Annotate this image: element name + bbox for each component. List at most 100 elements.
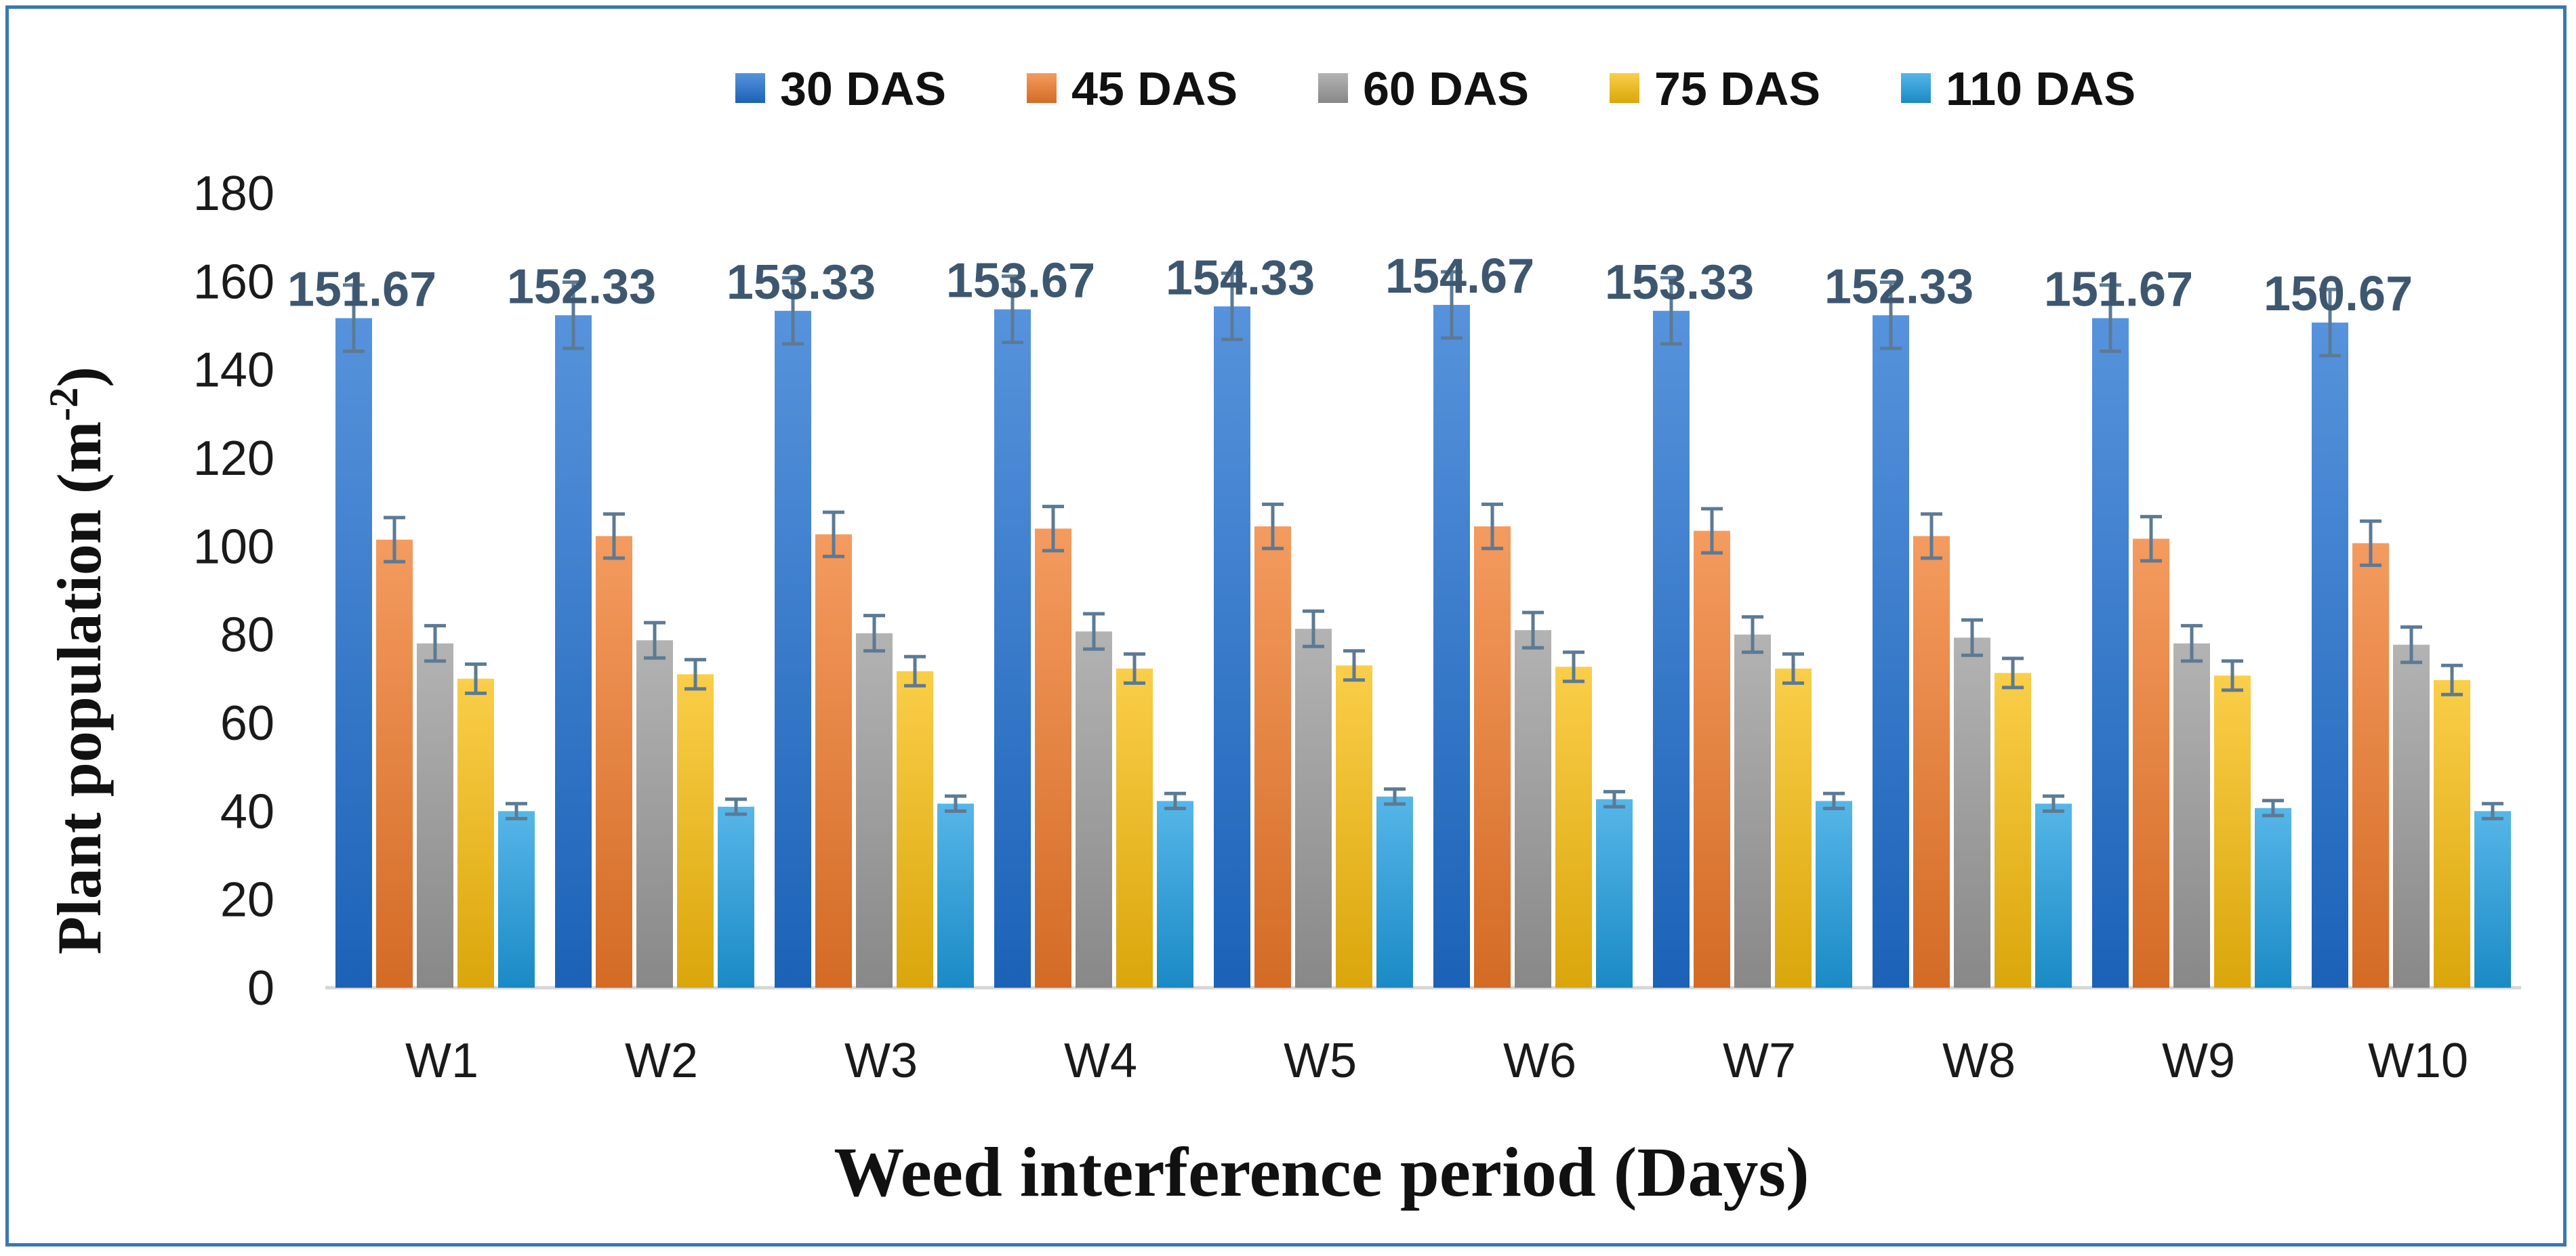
bar-w9-30-das [2092, 318, 2129, 988]
bar-w2-110-das [718, 806, 754, 988]
data-label: 151.67 [2044, 263, 2193, 317]
data-label: 154.33 [1166, 251, 1315, 305]
bar-w4-75-das [1116, 668, 1153, 988]
bar-w9-110-das [2255, 808, 2291, 988]
bar-w6-30-das [1433, 305, 1470, 988]
legend-label: 30 DAS [780, 62, 946, 115]
error-bar [1603, 790, 1625, 809]
error-bar [1441, 270, 1463, 340]
bar-w10-110-das [2474, 811, 2511, 988]
bar-w10-60-das [2393, 644, 2430, 988]
bar-w8-30-das [1873, 315, 1909, 988]
error-bar [1164, 791, 1186, 810]
error-bar [2360, 519, 2381, 567]
bar-w9-60-das [2173, 643, 2210, 988]
y-tick-label: 20 [220, 873, 274, 927]
error-bar [1221, 271, 1243, 341]
data-label: 152.33 [1824, 259, 1974, 314]
y-axis-title-superscript: -2 [41, 388, 86, 421]
y-tick-label: 100 [193, 520, 274, 574]
x-category-label: W8 [1942, 1034, 2016, 1088]
bar-w9-45-das [2133, 539, 2169, 988]
error-bar [603, 512, 625, 560]
y-axis-ticks: 0 20 40 60 80 100 120 140 160 180 [193, 167, 274, 1016]
error-bar [1563, 650, 1585, 684]
data-label: 153.33 [1605, 255, 1754, 310]
error-bar [1961, 618, 1983, 657]
error-bars [343, 270, 2503, 820]
bar-w5-75-das [1336, 665, 1372, 988]
bar-w1-75-das [457, 678, 494, 988]
error-bar [1083, 612, 1105, 651]
error-bar [2482, 801, 2503, 820]
x-category-label: W1 [405, 1034, 478, 1088]
error-bar [684, 658, 706, 691]
bar-w7-45-das [1694, 530, 1730, 988]
bar-w7-30-das [1653, 310, 1690, 988]
bar-w5-60-das [1295, 629, 1332, 988]
data-label: 152.33 [507, 259, 656, 314]
error-bar [2002, 656, 2024, 690]
bar-w10-45-das [2352, 543, 2389, 988]
error-bar [644, 621, 666, 660]
bar-w2-60-das [636, 640, 673, 988]
error-bar [2043, 794, 2064, 813]
bar-w3-60-das [856, 633, 893, 988]
x-axis-title: Weed interference period (Days) [834, 1133, 1809, 1211]
error-bar [1660, 276, 1682, 346]
error-bar [424, 624, 446, 663]
y-tick-label: 0 [247, 961, 274, 1016]
error-bar [1823, 791, 1845, 810]
legend-swatch [1027, 73, 1057, 103]
data-label: 153.67 [946, 254, 1095, 308]
bar-w5-45-das [1254, 526, 1291, 988]
error-bar [1742, 615, 1763, 654]
bar-w4-60-das [1076, 631, 1112, 988]
x-category-label: W9 [2162, 1034, 2235, 1088]
error-bar [506, 801, 527, 820]
bar-w1-30-das [335, 318, 372, 988]
bar-w7-110-das [1816, 801, 1852, 988]
error-bar [1880, 280, 1902, 350]
error-bar [863, 614, 885, 653]
bar-w5-110-das [1376, 796, 1413, 988]
error-bar [1343, 649, 1365, 682]
bar-w3-45-das [815, 534, 852, 988]
bar-w6-45-das [1474, 526, 1511, 988]
x-category-label: W6 [1503, 1034, 1576, 1088]
error-bar [823, 510, 844, 558]
error-bar [725, 797, 747, 816]
bar-w8-110-das [2035, 803, 2072, 988]
data-label: 150.67 [2264, 267, 2413, 321]
bar-w8-45-das [1913, 536, 1950, 988]
y-tick-label: 60 [220, 696, 274, 751]
error-bar [1303, 609, 1324, 648]
y-tick-label: 160 [193, 255, 274, 309]
bar-w9-75-das [2214, 675, 2251, 988]
legend: 30 DAS 45 DAS 60 DAS 75 DAS 110 DAS [735, 62, 2135, 115]
bar-w2-45-das [596, 536, 632, 988]
bar-w8-60-das [1954, 637, 1990, 988]
legend-label: 75 DAS [1654, 62, 1820, 115]
y-axis-title-close: ) [45, 367, 114, 388]
error-bar [1701, 507, 1723, 555]
bar-w10-75-das [2434, 679, 2470, 988]
error-bar [904, 654, 926, 688]
y-tick-label: 140 [193, 343, 274, 398]
legend-label: 110 DAS [1946, 62, 2135, 115]
x-axis-categories: W1 W2 W3 W4 W5 W6 W7 W8 W9 W10 [405, 1034, 2468, 1088]
x-category-label: W2 [625, 1034, 698, 1088]
error-bar [1042, 505, 1064, 553]
legend-label: 45 DAS [1071, 62, 1238, 115]
data-label: 151.67 [287, 263, 436, 317]
y-tick-label: 180 [193, 167, 274, 221]
y-tick-label: 80 [220, 608, 274, 663]
y-tick-label: 40 [220, 784, 274, 839]
data-label: 154.67 [1385, 249, 1534, 303]
bars [335, 305, 2511, 988]
error-bar [1921, 512, 1942, 560]
bar-w1-45-das [376, 539, 413, 988]
bar-w3-30-das [775, 310, 811, 988]
bar-w6-60-das [1515, 630, 1551, 988]
